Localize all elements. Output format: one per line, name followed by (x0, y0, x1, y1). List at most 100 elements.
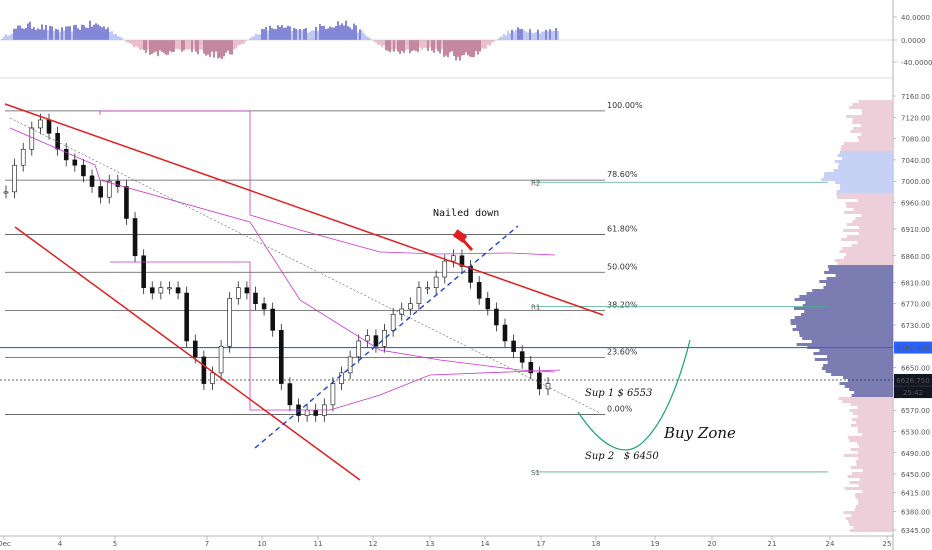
volume-profile-bar (862, 469, 893, 472)
pivot-label: R1 (531, 303, 540, 311)
fib-label: 78.60% (607, 170, 638, 179)
volume-profile-bar (852, 118, 893, 121)
volume-profile-bar (811, 340, 893, 343)
volume-profile-bar (862, 433, 893, 436)
candle-body (399, 308, 405, 315)
volume-profile-bar (857, 415, 893, 418)
volume-profile-bar (856, 421, 893, 424)
buy-zone-curve (577, 339, 691, 451)
candle-body (124, 186, 129, 219)
price-badge-label: 6687.600 (896, 345, 929, 353)
volume-profile-bar (853, 526, 893, 529)
volume-profile-bar (852, 412, 893, 415)
candle-body (115, 180, 121, 187)
volume-profile-bar (793, 307, 893, 310)
volume-profile-bar (850, 130, 893, 133)
volume-profile-bar (796, 343, 893, 346)
volume-profile-bar (792, 328, 893, 331)
price-tick-label: 6380.00 (901, 508, 930, 516)
candle-body (356, 340, 362, 358)
volume-profile-bar (790, 319, 893, 322)
price-badge (894, 373, 932, 386)
time-tick-label: 14 (481, 540, 490, 548)
upper-band (99, 110, 556, 256)
volume-profile-bar (800, 313, 893, 316)
volume-profile-bar (823, 364, 893, 367)
volume-profile-bar (833, 169, 893, 172)
volume-profile-bar (858, 226, 893, 229)
candle-body (149, 287, 155, 294)
volume-profile-bar (845, 202, 893, 205)
time-tick-label: 21 (768, 540, 777, 548)
fib-label: 23.60% (607, 347, 638, 356)
candle-body (416, 287, 422, 304)
annotation-nailed-down: Nailed down (433, 208, 500, 219)
candle-body (442, 260, 448, 278)
price-tick-label: 6530.00 (901, 428, 930, 436)
price-tick-label: 7040.00 (901, 157, 930, 165)
volume-profile-bar (846, 235, 893, 238)
volume-profile-bar (847, 475, 893, 478)
price-tick-label: 6770.00 (901, 301, 930, 309)
price-tick-label: 6490.00 (901, 450, 930, 458)
candle-body (261, 303, 267, 310)
volume-profile-bar (851, 244, 893, 247)
candle-body (81, 164, 86, 177)
volume-profile-bar (862, 490, 893, 493)
candle-body (184, 292, 189, 342)
candle-body (98, 186, 103, 198)
volume-profile-bar (852, 220, 893, 223)
volume-profile-bar (857, 499, 893, 502)
annotation-sup1: Sup 1 $ 6553 (585, 388, 653, 399)
candle-body (235, 287, 241, 299)
volume-profile-bar (839, 250, 893, 253)
candle-body (537, 372, 542, 390)
candle-body (72, 159, 78, 166)
candle-body (459, 255, 465, 267)
time-tick-label: 18 (592, 540, 601, 548)
volume-profile-bar (831, 373, 893, 376)
dashed-trendline (254, 225, 519, 449)
volume-profile-bar (799, 334, 893, 337)
price-badge (894, 341, 932, 354)
volume-profile-bar (858, 502, 893, 505)
volume-profile-bar (846, 205, 893, 208)
lower-channel-line (14, 226, 361, 481)
candle-body (511, 340, 516, 352)
volume-profile-bar (851, 418, 893, 421)
volume-profile-bar (802, 304, 893, 307)
price-badge (894, 386, 932, 399)
price-tick-label: 6650.00 (901, 365, 930, 373)
volume-profile-bar (843, 142, 893, 145)
price-tick-label: 6570.00 (901, 407, 930, 415)
volume-profile-bar (824, 172, 893, 175)
volume-profile-bar (819, 280, 893, 283)
candle-body (425, 287, 430, 290)
time-tick-label: 12 (369, 540, 378, 548)
volume-profile-bar (796, 325, 893, 328)
candle-body (528, 361, 534, 374)
time-tick-label: 20 (708, 540, 717, 548)
osc-tick-label: 40.0000 (901, 14, 930, 22)
candle-body (433, 276, 439, 289)
volume-profile-bar (843, 454, 893, 457)
candle-body (12, 164, 17, 193)
candle-body (347, 356, 353, 374)
osc-tick-label: 0.0000 (901, 37, 926, 45)
volume-profile-bar (850, 403, 893, 406)
volume-profile-bar (851, 514, 893, 517)
time-tick-label: 4 (58, 540, 63, 548)
volume-profile-bar (814, 358, 893, 361)
volume-profile-bar (858, 100, 893, 103)
volume-profile-bar (837, 196, 893, 199)
volume-profile-bar (838, 166, 893, 169)
candle-body (313, 409, 319, 416)
candle-body (244, 287, 250, 294)
volume-profile-bar (855, 493, 893, 496)
candle-body (485, 298, 491, 310)
volume-profile-bar (828, 268, 893, 271)
annotation-buy-zone: Buy Zone (664, 424, 736, 442)
volume-profile-bar (835, 181, 893, 184)
fib-label: 38.20% (607, 301, 638, 310)
candle-body (192, 340, 198, 358)
